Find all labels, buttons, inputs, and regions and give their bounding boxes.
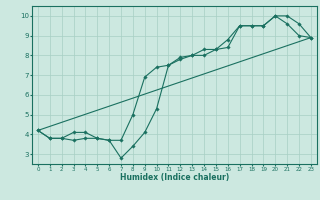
- X-axis label: Humidex (Indice chaleur): Humidex (Indice chaleur): [120, 173, 229, 182]
